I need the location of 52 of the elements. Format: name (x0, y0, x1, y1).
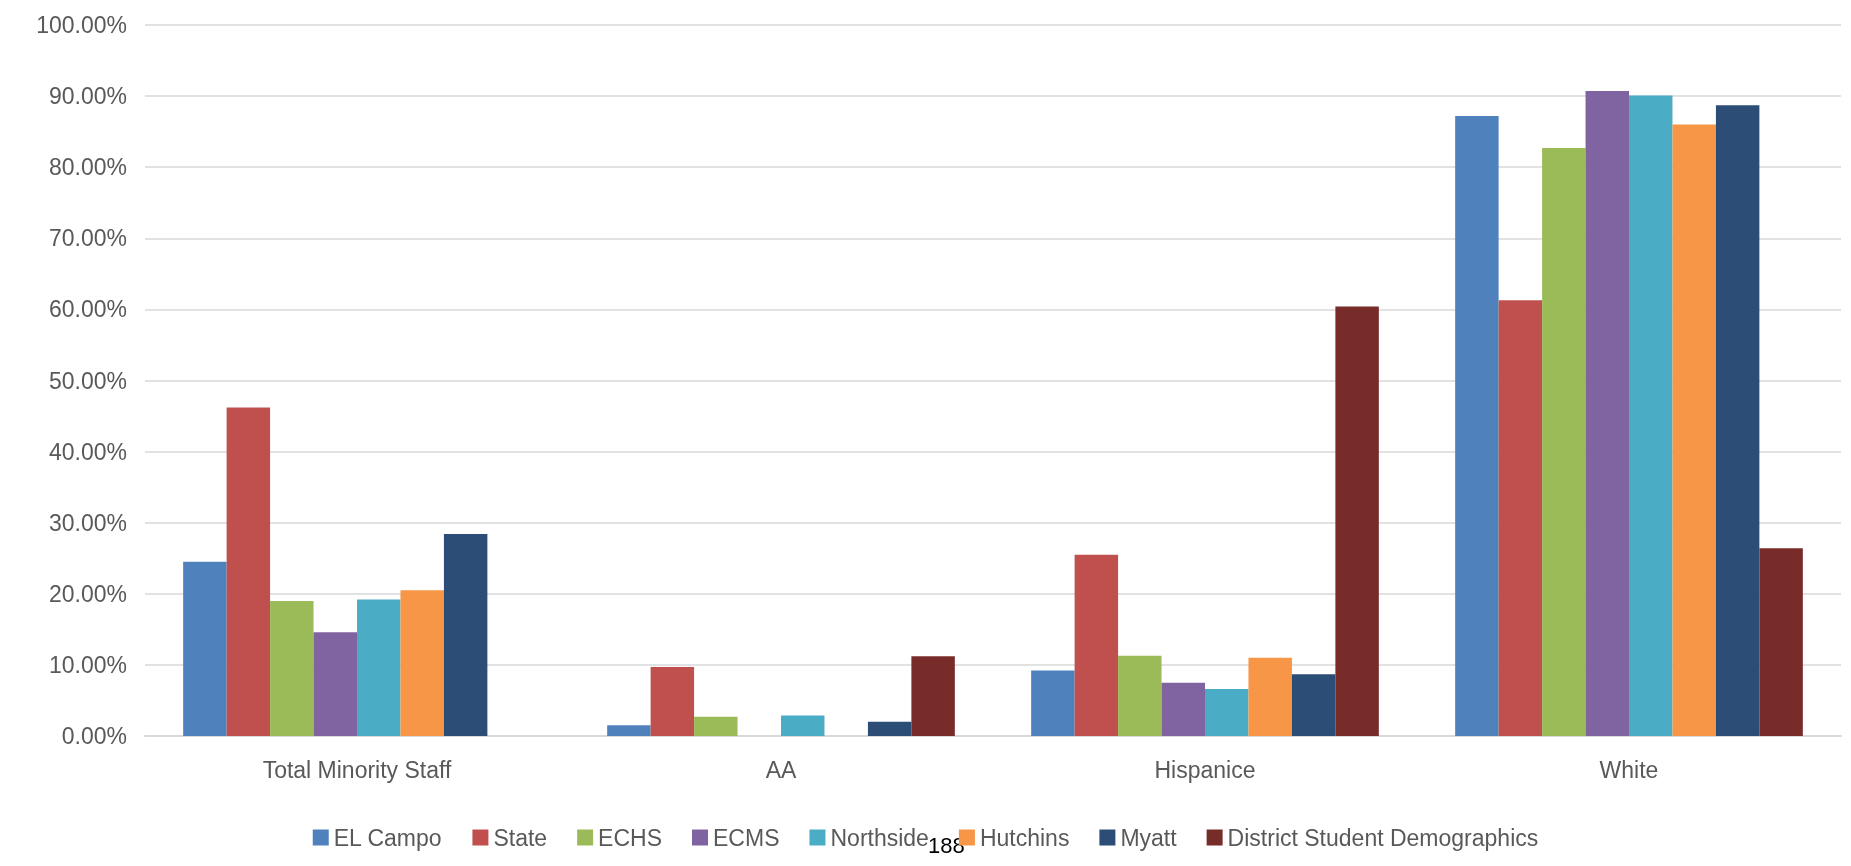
bar (607, 725, 651, 736)
bar (1629, 95, 1673, 736)
bar (183, 561, 227, 736)
x-tick-label: White (1599, 756, 1659, 783)
x-tick-label: Hispanice (1154, 756, 1256, 783)
bar (867, 721, 912, 736)
legend-label: Hutchins (979, 824, 1070, 851)
bar (1248, 657, 1292, 736)
y-tick-label: 70.00% (48, 225, 127, 252)
bar (357, 599, 401, 736)
bar (650, 667, 695, 736)
bar (694, 716, 738, 736)
bar (1498, 300, 1543, 736)
y-tick-label: 80.00% (48, 154, 127, 181)
bar (400, 590, 444, 736)
y-tick-label: 60.00% (48, 296, 127, 323)
y-tick-label: 30.00% (48, 509, 127, 536)
bar (1118, 655, 1162, 736)
legend-label: EL Campo (333, 824, 442, 851)
bar (1542, 148, 1586, 736)
y-tick-label: 40.00% (48, 438, 127, 465)
y-tick-label: 10.00% (48, 651, 127, 678)
legend-label: District Student Demographics (1227, 824, 1539, 851)
bar (1031, 670, 1075, 736)
bar (1161, 682, 1205, 736)
bar (1585, 91, 1629, 736)
legend-label: ECMS (713, 824, 780, 851)
legend-label: ECHS (598, 824, 663, 851)
y-tick-label: 100.00% (36, 12, 127, 38)
bar (1074, 554, 1119, 736)
x-tick-label: AA (765, 756, 797, 783)
bar (313, 632, 357, 736)
bar (226, 407, 271, 736)
bar (1205, 689, 1249, 736)
bar (1759, 548, 1803, 736)
bar (443, 534, 488, 736)
y-tick-label: 90.00% (48, 83, 127, 110)
bar (1455, 116, 1499, 736)
y-tick-label: 50.00% (48, 367, 127, 394)
legend-label: Myatt (1120, 824, 1178, 851)
legend-label: Northside (830, 824, 929, 851)
x-tick-label: Total Minority Staff (262, 756, 452, 783)
legend-label: State (493, 824, 548, 851)
bar (1291, 674, 1336, 736)
bar (1672, 124, 1716, 736)
bar (1335, 306, 1379, 736)
bar (1715, 105, 1760, 736)
bar (270, 600, 314, 736)
y-tick-label: 0.00% (61, 723, 127, 749)
y-tick-label: 20.00% (48, 580, 127, 607)
bar (781, 715, 825, 736)
bar (911, 656, 955, 736)
